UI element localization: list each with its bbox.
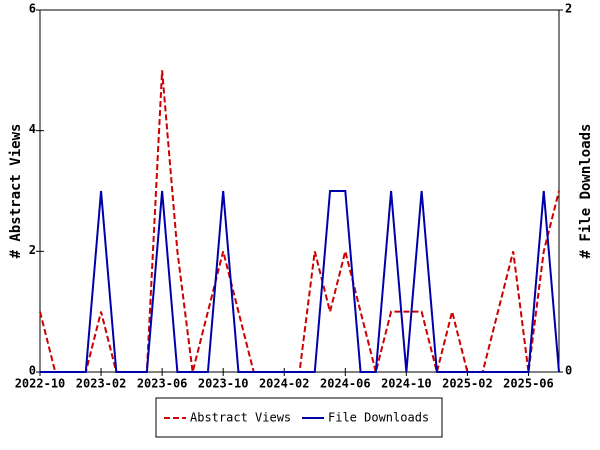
x-tick-label: 2025-02 [442, 377, 493, 391]
x-tick-label: 2023-06 [137, 377, 188, 391]
x-tick-label: 2024-06 [320, 377, 371, 391]
y-tick-label: 2 [29, 243, 36, 257]
y2-axis-label: # File Downloads [578, 124, 594, 259]
legend-box [155, 397, 443, 438]
x-tick-label: 2023-02 [76, 377, 127, 391]
y-axis-label: # Abstract Views [8, 124, 24, 259]
x-tick-label: 2023-10 [198, 377, 249, 391]
y-tick-label: 4 [29, 122, 36, 136]
y2-tick-label: 0 [565, 364, 572, 378]
y-tick-label: 6 [29, 2, 36, 16]
plot-frame [39, 9, 560, 373]
x-tick-label: 2022-10 [15, 377, 66, 391]
x-tick-label: 2024-02 [259, 377, 310, 391]
legend-label: File Downloads [328, 411, 429, 425]
y2-tick-label: 2 [565, 2, 572, 16]
legend-label: Abstract Views [190, 411, 291, 425]
x-tick-label: 2025-06 [503, 377, 554, 391]
line-series [39, 70, 560, 373]
x-tick-label: 2024-10 [381, 377, 432, 391]
line-series [40, 190, 560, 373]
y-tick-label: 0 [29, 364, 36, 378]
